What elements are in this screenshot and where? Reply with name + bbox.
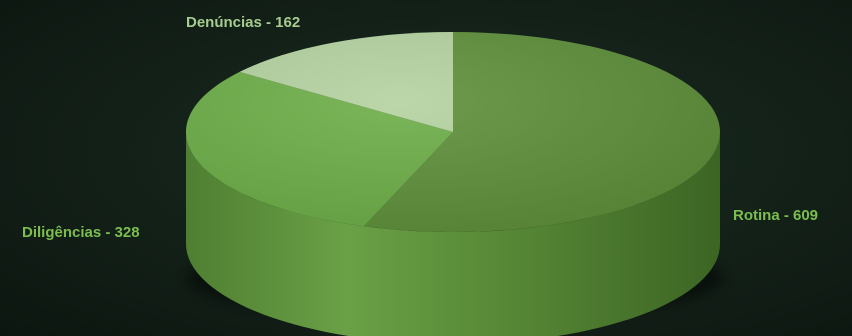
pie-sheen (186, 32, 720, 232)
data-label-rotina: Rotina - 609 (733, 207, 819, 224)
pie-side-wall (186, 132, 720, 336)
data-label-diligencias: Diligências - 328 (22, 224, 140, 241)
data-label-denuncias: Denúncias - 162 (186, 14, 301, 31)
